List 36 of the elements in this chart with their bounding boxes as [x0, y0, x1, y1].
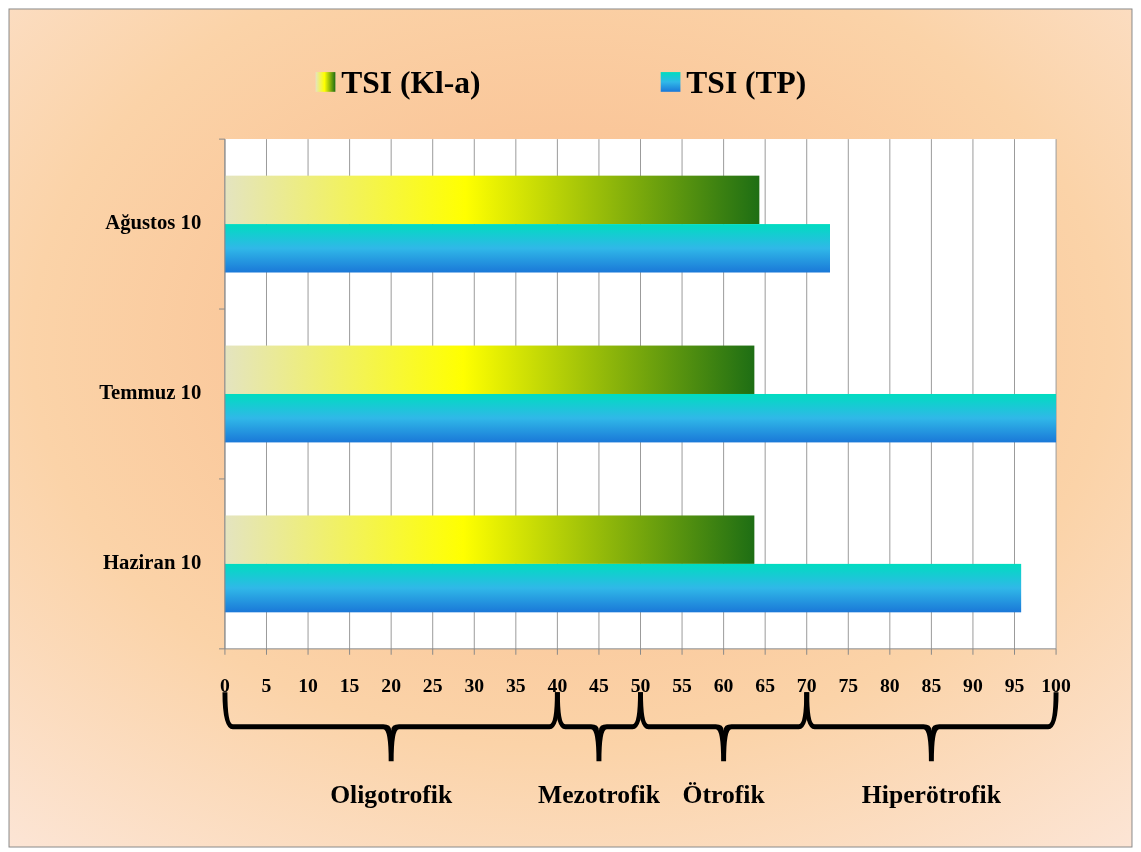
- x-tick-label: 55: [672, 674, 693, 697]
- band-label: Ötrofik: [682, 779, 766, 809]
- x-tick-label: 25: [422, 674, 443, 697]
- x-tick-label: 80: [879, 674, 900, 697]
- y-tick-label: Haziran 10: [103, 550, 202, 573]
- x-tick-label: 90: [963, 674, 983, 697]
- bar: [224, 515, 755, 564]
- x-tick-label: 100: [1041, 674, 1071, 697]
- x-tick-label: 35: [505, 674, 526, 697]
- band-label: Mezotrofik: [537, 779, 661, 809]
- y-tick-label: Ağustos 10: [105, 210, 202, 234]
- x-tick-label: 95: [1004, 674, 1025, 697]
- band-label: Oligotrofik: [330, 779, 453, 809]
- x-tick-label: 85: [921, 674, 942, 697]
- x-tick-label: 20: [381, 674, 402, 697]
- bar: [224, 563, 1022, 613]
- x-tick-label: 40: [547, 674, 568, 697]
- x-tick-label: 60: [713, 674, 734, 697]
- x-tick-label: 10: [298, 674, 319, 697]
- bar: [224, 345, 755, 394]
- bar: [224, 175, 760, 225]
- x-tick-label: 75: [838, 674, 859, 697]
- bar: [224, 224, 830, 273]
- x-tick-label: 65: [755, 674, 776, 697]
- x-tick-label: 50: [630, 674, 651, 697]
- y-tick-label: Temmuz 10: [99, 380, 202, 403]
- x-tick-label: 5: [261, 674, 272, 697]
- band-label: Hiperötrofik: [861, 779, 1002, 809]
- x-tick-label: 45: [589, 674, 609, 697]
- bar: [224, 393, 1057, 443]
- x-tick-label: 15: [339, 674, 360, 697]
- legend-label: TSI (Kl-a): [341, 64, 481, 100]
- x-tick-label: 0: [220, 674, 231, 697]
- x-tick-label: 70: [796, 674, 817, 697]
- x-tick-label: 30: [464, 674, 485, 697]
- legend-label: TSI (TP): [686, 64, 807, 100]
